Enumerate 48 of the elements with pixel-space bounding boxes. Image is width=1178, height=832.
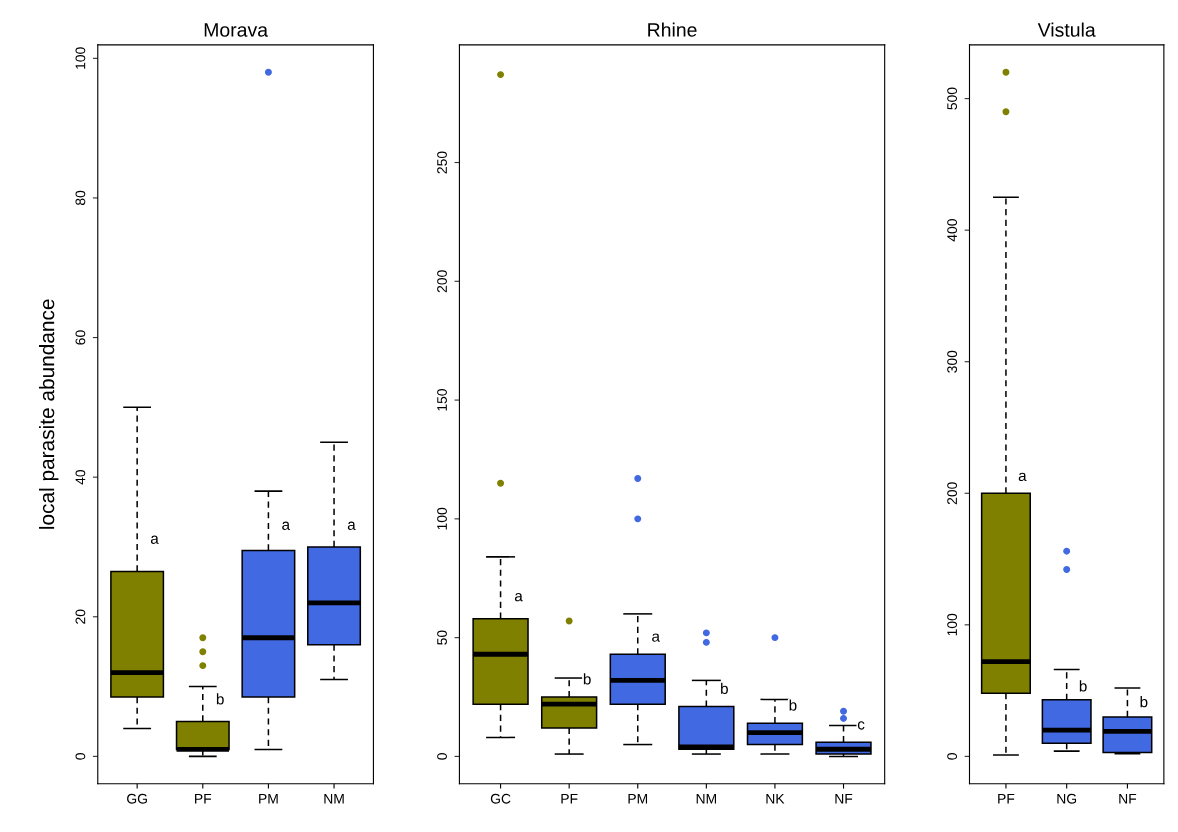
y-axis-title: local parasite abundance [39, 299, 59, 529]
y-tick-label: 20 [75, 609, 86, 624]
x-tick-label: PF [561, 793, 578, 804]
x-tick-label: PM [628, 793, 648, 804]
annotation: b [789, 699, 797, 711]
y-tick-label: 40 [75, 469, 86, 485]
y-tick-label: 300 [947, 350, 958, 373]
annotation: a [282, 521, 291, 530]
y-tick-label: 80 [75, 190, 86, 206]
chart-title: Vistula [1037, 22, 1096, 37]
annotation: a [347, 521, 356, 530]
y-tick-label: 500 [947, 87, 958, 110]
x-tick-label: PF [998, 793, 1015, 804]
y-tick-label: 60 [75, 330, 86, 345]
x-tick-label: NM [324, 793, 344, 804]
x-tick-label: NF [1119, 793, 1137, 804]
chart-title: Rhine [648, 22, 697, 37]
annotation: b [583, 673, 591, 685]
y-tick-label: 100 [437, 507, 447, 530]
y-tick-label: 250 [437, 151, 447, 174]
x-tick-label: NM [696, 793, 716, 804]
y-tick-label: 200 [947, 482, 958, 505]
y-tick-label: 0 [75, 753, 86, 760]
annotation: a [652, 633, 660, 642]
annotation: b [1140, 696, 1148, 708]
y-tick-label: 0 [437, 753, 447, 760]
annotation: b [721, 682, 728, 695]
x-tick-label: PM [259, 793, 278, 804]
annotation: b [216, 693, 224, 705]
y-tick-label: 100 [75, 47, 86, 69]
annotation: b [1079, 680, 1087, 692]
x-tick-label: GG [127, 793, 147, 804]
chart-title: Morava [204, 23, 269, 37]
x-tick-label: NG [1057, 793, 1077, 804]
y-tick-label: 100 [947, 613, 958, 636]
x-tick-label: PF [195, 793, 212, 804]
x-tick-label: NF [835, 793, 853, 804]
annotation: a [514, 592, 523, 602]
annotation: a [150, 535, 159, 544]
annotation: a [1018, 472, 1027, 482]
x-tick-label: NK [766, 793, 785, 804]
x-tick-label: GC [490, 793, 511, 804]
annotation: c [857, 721, 865, 730]
y-tick-label: 0 [947, 753, 958, 760]
y-tick-label: 200 [437, 270, 447, 293]
y-tick-label: 400 [947, 219, 958, 242]
y-tick-label: 150 [437, 389, 447, 411]
y-tick-label: 50 [437, 630, 447, 645]
